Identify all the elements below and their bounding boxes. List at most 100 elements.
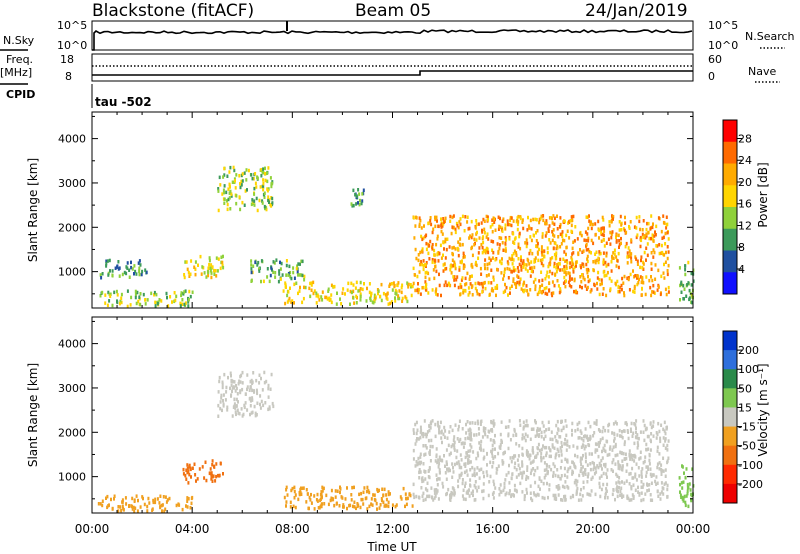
echo-cell (645, 474, 648, 478)
colorbar-swatch (723, 388, 737, 408)
echo-cell (478, 476, 481, 480)
echo-cell (503, 270, 506, 274)
echo-cell (606, 453, 609, 457)
echo-cell (410, 285, 413, 289)
echo-cell (469, 428, 472, 433)
echo-cell (214, 269, 217, 273)
echo-cell (491, 218, 494, 222)
echo-cell (241, 414, 244, 418)
echo-cell (636, 233, 639, 237)
echo-cell (568, 275, 571, 279)
echo-cell (600, 239, 603, 243)
echo-cell (664, 439, 667, 443)
echo-cell (570, 218, 573, 223)
echo-cell (650, 251, 653, 255)
echo-cell (542, 214, 545, 218)
echo-cell (239, 182, 241, 186)
echo-cell (458, 220, 461, 224)
echo-cell (449, 268, 452, 272)
echo-cell (548, 483, 551, 487)
echo-cell (189, 294, 192, 299)
echo-cell (519, 481, 522, 486)
echo-cell (482, 496, 485, 501)
echo-cell (234, 404, 237, 408)
echo-cell (526, 228, 529, 232)
echo-cell (477, 281, 480, 285)
echo-cell (272, 404, 275, 409)
echo-cell (412, 216, 415, 220)
echo-cell (258, 198, 261, 203)
echo-cell (504, 247, 507, 251)
echo-cell (598, 292, 601, 297)
echo-cell (255, 413, 258, 417)
echo-cell (532, 451, 535, 455)
echo-cell (113, 497, 115, 501)
echo-cell (463, 462, 466, 467)
echo-cell (273, 261, 276, 265)
echo-cell (642, 461, 645, 465)
echo-cell (253, 186, 256, 191)
echo-cell (187, 297, 190, 302)
echo-cell (251, 176, 254, 181)
echo-cell (688, 297, 691, 302)
echo-cell (629, 272, 632, 277)
echo-cell (434, 217, 437, 222)
echo-cell (513, 269, 515, 273)
echo-cell (310, 288, 313, 292)
echo-cell (663, 429, 666, 433)
echo-cell (580, 431, 583, 435)
echo-cell (280, 261, 283, 266)
echo-cell (617, 480, 620, 484)
echo-cell (563, 250, 566, 254)
echo-cell (571, 258, 574, 262)
echo-cell (412, 448, 415, 453)
echo-cell (580, 462, 583, 467)
echo-cell (630, 238, 633, 242)
echo-cell (481, 245, 484, 250)
echo-cell (284, 301, 287, 306)
echo-cell (476, 292, 479, 296)
echo-cell (364, 496, 367, 501)
echo-cell (594, 252, 597, 256)
echo-cell (621, 459, 624, 463)
echo-cell (434, 264, 437, 269)
echo-cell (436, 483, 439, 487)
echo-cell (499, 432, 502, 437)
echo-cell (312, 291, 315, 296)
echo-cell (222, 254, 224, 259)
echo-cell (510, 476, 513, 480)
echo-cell (625, 230, 628, 235)
echo-cell (488, 256, 491, 260)
echo-cell (422, 479, 425, 483)
echo-cell (474, 286, 477, 291)
echo-cell (189, 466, 192, 471)
echo-cell (617, 233, 620, 238)
echo-cell (405, 497, 408, 501)
echo-cell (549, 448, 552, 453)
echo-cell (272, 270, 275, 274)
echo-cell (641, 265, 644, 270)
echo-cell (565, 424, 568, 428)
echo-cell (261, 184, 264, 189)
echo-cell (119, 505, 122, 509)
echo-cell (398, 289, 401, 293)
echo-cell (547, 229, 550, 233)
echo-cell (608, 447, 611, 451)
echo-cell (459, 453, 462, 457)
echo-cell (292, 266, 295, 270)
echo-cell (309, 294, 312, 299)
echo-cell (509, 438, 512, 442)
echo-cell (426, 494, 429, 499)
echo-cell (468, 236, 471, 240)
echo-cell (245, 178, 248, 182)
echo-cell (264, 401, 267, 405)
echo-cell (494, 285, 497, 290)
echo-cell (565, 259, 568, 263)
echo-cell (551, 293, 554, 298)
echo-cell (512, 279, 515, 284)
echo-cell (104, 293, 107, 297)
echo-cell (235, 397, 238, 402)
echo-cell (136, 290, 139, 295)
echo-cell (476, 419, 479, 424)
echo-cell (600, 487, 603, 492)
